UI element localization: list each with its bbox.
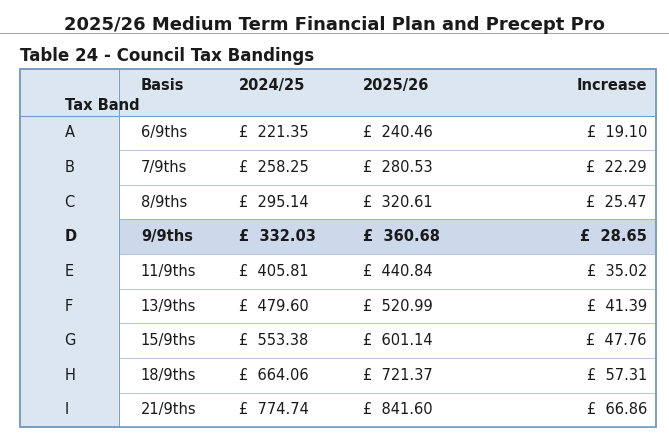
Text: £  774.74: £ 774.74 [240, 402, 309, 417]
Text: 18/9ths: 18/9ths [141, 368, 196, 383]
Text: £  66.86: £ 66.86 [587, 402, 647, 417]
Text: 2025/26 Medium Term Financial Plan and Precept Pro: 2025/26 Medium Term Financial Plan and P… [64, 16, 605, 33]
Text: F: F [64, 299, 73, 313]
Text: 2024/25: 2024/25 [240, 78, 306, 93]
Text: E: E [64, 264, 74, 279]
Text: £  35.02: £ 35.02 [587, 264, 647, 279]
Text: £  440.84: £ 440.84 [363, 264, 433, 279]
Text: £  601.14: £ 601.14 [363, 333, 433, 348]
Text: £  553.38: £ 553.38 [240, 333, 308, 348]
Text: B: B [64, 160, 74, 175]
Text: £  320.61: £ 320.61 [363, 194, 433, 210]
Text: Basis: Basis [141, 78, 185, 93]
Text: D: D [64, 229, 77, 244]
Text: 21/9ths: 21/9ths [141, 402, 197, 417]
Text: 13/9ths: 13/9ths [141, 299, 196, 313]
Text: A: A [64, 125, 74, 140]
Text: £  360.68: £ 360.68 [363, 229, 440, 244]
Text: £  47.76: £ 47.76 [587, 333, 647, 348]
Text: £  25.47: £ 25.47 [587, 194, 647, 210]
Text: 15/9ths: 15/9ths [141, 333, 196, 348]
Text: C: C [64, 194, 75, 210]
Text: Tax Band: Tax Band [64, 98, 139, 113]
Text: £  841.60: £ 841.60 [363, 402, 433, 417]
Text: £  258.25: £ 258.25 [240, 160, 309, 175]
Text: £  479.60: £ 479.60 [240, 299, 309, 313]
Text: 9/9ths: 9/9ths [141, 229, 193, 244]
Text: 7/9ths: 7/9ths [141, 160, 187, 175]
Text: £  57.31: £ 57.31 [587, 368, 647, 383]
Text: £  295.14: £ 295.14 [240, 194, 309, 210]
Text: 11/9ths: 11/9ths [141, 264, 196, 279]
Text: £  22.29: £ 22.29 [586, 160, 647, 175]
Text: £  19.10: £ 19.10 [587, 125, 647, 140]
Text: £  721.37: £ 721.37 [363, 368, 433, 383]
Text: £  280.53: £ 280.53 [363, 160, 433, 175]
Text: £  41.39: £ 41.39 [587, 299, 647, 313]
Text: £  221.35: £ 221.35 [240, 125, 309, 140]
Text: I: I [64, 402, 69, 417]
Text: G: G [64, 333, 76, 348]
Text: 8/9ths: 8/9ths [141, 194, 187, 210]
Text: H: H [64, 368, 76, 383]
Text: £  405.81: £ 405.81 [240, 264, 309, 279]
Text: Increase: Increase [577, 78, 647, 93]
Text: £  240.46: £ 240.46 [363, 125, 433, 140]
Text: £  28.65: £ 28.65 [580, 229, 647, 244]
Text: £  332.03: £ 332.03 [240, 229, 316, 244]
Text: 2025/26: 2025/26 [363, 78, 429, 93]
Text: £  664.06: £ 664.06 [240, 368, 309, 383]
Text: 6/9ths: 6/9ths [141, 125, 187, 140]
Text: Table 24 - Council Tax Bandings: Table 24 - Council Tax Bandings [20, 47, 314, 65]
Text: £  520.99: £ 520.99 [363, 299, 433, 313]
